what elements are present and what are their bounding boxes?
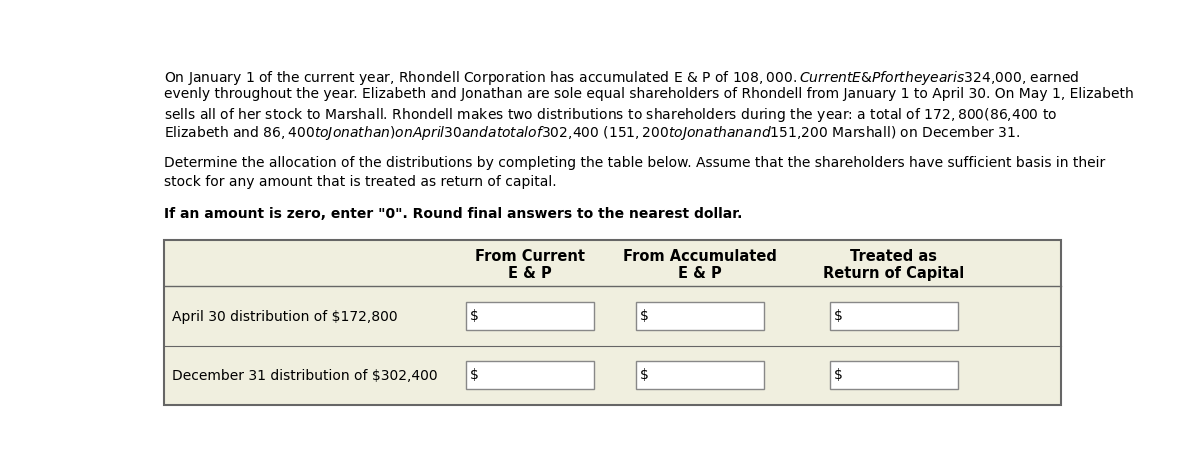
Text: From Current: From Current [475, 249, 584, 264]
Text: $: $ [469, 308, 479, 323]
Text: sells all of her stock to Marshall. Rhondell makes two distributions to sharehol: sells all of her stock to Marshall. Rhon… [164, 106, 1057, 124]
Text: E & P: E & P [678, 266, 722, 281]
FancyBboxPatch shape [830, 302, 958, 329]
Text: $: $ [469, 368, 479, 383]
Text: Return of Capital: Return of Capital [823, 266, 965, 281]
FancyBboxPatch shape [636, 361, 764, 389]
FancyBboxPatch shape [466, 302, 594, 329]
Text: $: $ [640, 368, 649, 383]
Text: Treated as: Treated as [851, 249, 937, 264]
Text: April 30 distribution of $172,800: April 30 distribution of $172,800 [172, 309, 397, 324]
Text: stock for any amount that is treated as return of capital.: stock for any amount that is treated as … [164, 175, 557, 189]
Text: Elizabeth and $86,400 to Jonathan) on April 30 and a total of $302,400 ($151,200: Elizabeth and $86,400 to Jonathan) on Ap… [164, 124, 1020, 142]
FancyBboxPatch shape [466, 361, 594, 389]
Text: From Accumulated: From Accumulated [623, 249, 778, 264]
Text: E & P: E & P [508, 266, 552, 281]
Text: $: $ [834, 368, 842, 383]
Text: December 31 distribution of $302,400: December 31 distribution of $302,400 [172, 369, 437, 383]
Text: Determine the allocation of the distributions by completing the table below. Ass: Determine the allocation of the distribu… [164, 156, 1105, 170]
FancyBboxPatch shape [636, 302, 764, 329]
Text: evenly throughout the year. Elizabeth and Jonathan are sole equal shareholders o: evenly throughout the year. Elizabeth an… [164, 87, 1134, 101]
Text: $: $ [834, 308, 842, 323]
Text: $: $ [640, 308, 649, 323]
Text: On January 1 of the current year, Rhondell Corporation has accumulated E & P of : On January 1 of the current year, Rhonde… [164, 69, 1080, 87]
FancyBboxPatch shape [830, 361, 958, 389]
Text: If an amount is zero, enter "0". Round final answers to the nearest dollar.: If an amount is zero, enter "0". Round f… [164, 207, 743, 221]
FancyBboxPatch shape [164, 239, 1061, 405]
